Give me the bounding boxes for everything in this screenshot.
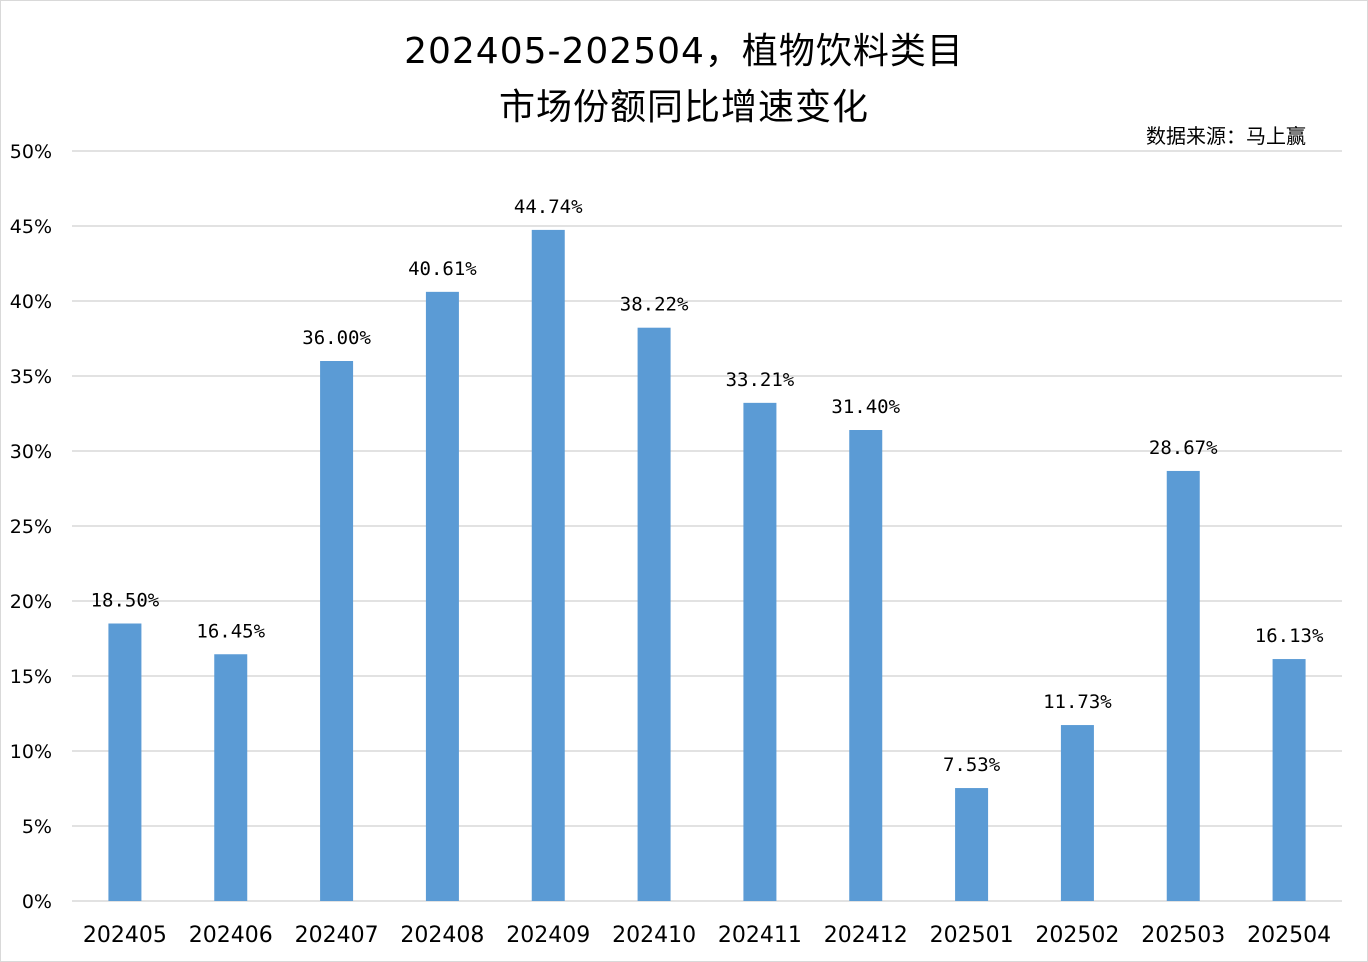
bar-202504 <box>1272 659 1306 901</box>
bar-202409 <box>531 229 565 901</box>
data-label: 40.61% <box>408 258 477 280</box>
x-tick-label: 202406 <box>189 923 273 948</box>
chart-title-line2: 市场份额同比增速变化 <box>498 87 869 128</box>
data-label: 7.53% <box>943 754 1001 776</box>
data-label: 18.50% <box>91 590 160 612</box>
x-tick-label: 202408 <box>400 923 484 948</box>
y-tick-label: 40% <box>10 291 52 313</box>
y-tick-label: 35% <box>10 366 52 388</box>
y-tick-label: 5% <box>22 816 52 838</box>
x-tick-label: 202504 <box>1247 923 1331 948</box>
bar-202408 <box>425 291 459 902</box>
x-tick-label: 202502 <box>1035 923 1119 948</box>
chart-title-line1: 202405-202504，植物饮料类目 <box>404 31 964 72</box>
bar-202503 <box>1166 470 1200 901</box>
x-tick-label: 202501 <box>930 923 1014 948</box>
y-tick-label: 10% <box>10 741 52 763</box>
data-label: 38.22% <box>620 294 689 316</box>
y-tick-label: 0% <box>22 891 52 913</box>
x-tick-label: 202405 <box>83 923 167 948</box>
y-tick-label: 50% <box>10 141 52 163</box>
x-tick-label: 202503 <box>1141 923 1225 948</box>
x-tick-label: 202410 <box>612 923 696 948</box>
data-source-note: 数据来源：马上赢 <box>1146 124 1306 148</box>
bar-202411 <box>743 402 777 901</box>
data-label: 16.45% <box>196 620 265 642</box>
y-tick-label: 45% <box>10 216 52 238</box>
y-tick-label: 30% <box>10 441 52 463</box>
y-tick-label: 25% <box>10 516 52 538</box>
bar-202406 <box>214 654 248 901</box>
data-label: 44.74% <box>514 196 583 218</box>
x-tick-label: 202407 <box>295 923 379 948</box>
x-tick-label: 202412 <box>824 923 908 948</box>
bar-202412 <box>849 430 883 901</box>
y-tick-label: 20% <box>10 591 52 613</box>
data-label: 33.21% <box>726 369 795 391</box>
y-tick-label: 15% <box>10 666 52 688</box>
x-tick-label: 202409 <box>506 923 590 948</box>
data-label: 36.00% <box>302 327 371 349</box>
data-label: 31.40% <box>831 396 900 418</box>
data-label: 28.67% <box>1149 437 1218 459</box>
bar-202407 <box>320 361 354 901</box>
bar-202410 <box>637 327 671 901</box>
bar-202405 <box>108 623 142 901</box>
data-label: 11.73% <box>1043 691 1112 713</box>
data-label: 16.13% <box>1255 625 1324 647</box>
bar-202501 <box>955 788 989 901</box>
x-tick-label: 202411 <box>718 923 802 948</box>
bar-202502 <box>1060 725 1094 901</box>
